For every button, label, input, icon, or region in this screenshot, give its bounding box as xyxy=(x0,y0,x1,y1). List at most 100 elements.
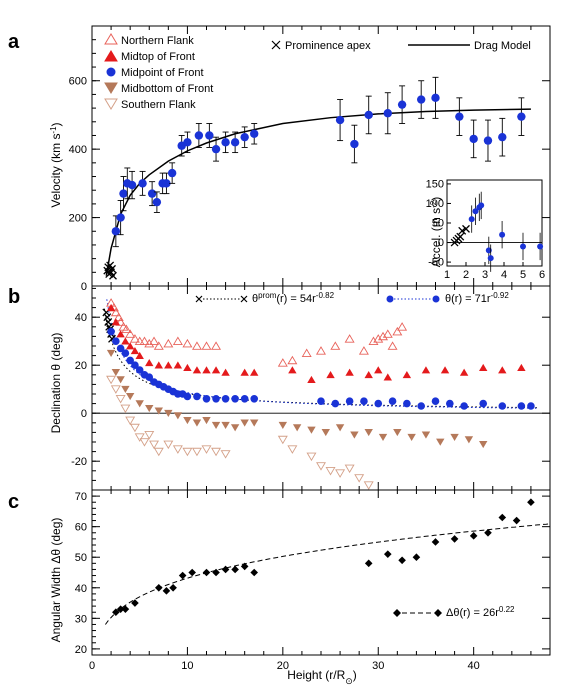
midpoint-of-front-point xyxy=(240,395,249,403)
legend-theta-prom: θprom(r) = 54r-0.82 xyxy=(195,291,335,306)
y-tick-label: 600 xyxy=(69,76,87,88)
angular-width-point xyxy=(383,550,392,558)
x-marker-icon xyxy=(195,295,203,303)
midbottom-of-front-point xyxy=(135,400,144,408)
midpoint-of-front-point xyxy=(345,397,354,406)
northern-flank-point xyxy=(397,322,408,331)
midtop-of-front-point xyxy=(288,366,297,374)
inset-point xyxy=(472,208,479,215)
midpoint-point xyxy=(240,132,249,142)
southern-flank-point xyxy=(220,450,231,459)
panel-c-label: c xyxy=(8,491,19,513)
inset-apex-point xyxy=(462,224,470,233)
circle-filled-icon xyxy=(386,295,394,303)
midbottom-of-front-point xyxy=(479,441,488,449)
midbottom-of-front-point xyxy=(421,431,431,439)
apex-point xyxy=(108,264,116,273)
midpoint-of-front-point xyxy=(431,397,440,406)
midpoint-of-front-point xyxy=(388,397,397,406)
angular-width-point xyxy=(169,583,177,592)
southern-flank-point xyxy=(149,440,160,450)
y-tick-label: 60 xyxy=(75,522,87,534)
northern-flank-point xyxy=(163,338,174,348)
midbottom-of-front-point xyxy=(125,393,135,401)
midpoint-point xyxy=(221,138,230,147)
y-tick-label: 50 xyxy=(75,552,87,564)
midpoint-of-front-point xyxy=(193,392,201,401)
width-fit-curve xyxy=(104,523,550,625)
y-tick-label: 70 xyxy=(75,491,87,503)
y-tick-label: 400 xyxy=(69,144,87,156)
legend-panel-a: Northern Flank Midtop of Front Midpoint … xyxy=(104,33,531,111)
southern-flank-point xyxy=(172,445,183,454)
northern-flank-point xyxy=(201,341,212,350)
inset-y-tick-label: 150 xyxy=(426,178,444,190)
angular-width-point xyxy=(412,553,421,562)
midpoint-point xyxy=(138,179,147,188)
inset-y-tick-label: -50 xyxy=(428,257,444,269)
northern-flank-point xyxy=(344,334,355,343)
midbottom-of-front-point xyxy=(464,436,474,444)
circle-filled-icon xyxy=(106,67,116,77)
angular-width-point xyxy=(469,532,478,540)
midpoint-of-front-point xyxy=(107,327,115,336)
panel-b-label: b xyxy=(8,286,20,308)
midbottom-of-front-point xyxy=(173,412,183,420)
panel-b: -20 0 20 40 xyxy=(71,285,551,491)
midpoint-point xyxy=(119,189,128,198)
northern-flank-point xyxy=(387,341,398,350)
midpoint-point xyxy=(498,132,507,142)
svg-text:Midbottom of Front: Midbottom of Front xyxy=(121,83,213,95)
angular-width-point xyxy=(398,556,406,565)
inset-y-tick-label: 50 xyxy=(432,218,444,230)
svg-text:Midtop of Front: Midtop of Front xyxy=(121,51,195,63)
northern-flank-point xyxy=(129,334,140,343)
x-tick-label: 20 xyxy=(277,660,289,672)
midbottom-of-front-point xyxy=(321,429,330,437)
inset-apex-point xyxy=(456,232,465,241)
midpoint-of-front-point xyxy=(212,395,220,403)
angular-width-point xyxy=(364,559,373,568)
y-tick-label: 200 xyxy=(69,213,87,225)
angular-width-point xyxy=(212,568,220,577)
midpoint-point xyxy=(397,100,407,109)
midpoint-point xyxy=(250,129,259,138)
midpoint-point xyxy=(383,109,392,118)
midbottom-of-front-point xyxy=(106,349,116,357)
midpoint-of-front-point xyxy=(231,395,239,403)
inset-point xyxy=(487,255,494,262)
southern-flank-point xyxy=(277,435,288,445)
inset-x-tick-label: 6 xyxy=(539,269,545,281)
midbottom-of-front-point xyxy=(292,424,302,432)
midbottom-of-front-point xyxy=(250,419,259,427)
legend-midbottom-front: Midbottom of Front xyxy=(104,82,213,95)
y-tick-label: 20 xyxy=(75,644,87,656)
southern-flank-point xyxy=(129,423,140,433)
inset-point xyxy=(537,243,544,250)
midpoint-point xyxy=(350,139,359,149)
midbottom-of-front-point xyxy=(202,417,211,425)
midpoint-point xyxy=(469,134,478,144)
southern-flank-point xyxy=(110,385,121,394)
midbottom-of-front-point xyxy=(183,417,192,425)
angular-width-point xyxy=(450,535,459,543)
fit-curve xyxy=(103,308,539,409)
southern-flank-point xyxy=(139,438,150,447)
svg-text:Midpoint of Front: Midpoint of Front xyxy=(121,67,204,79)
inset-point xyxy=(485,247,492,254)
midtop-of-front-point xyxy=(402,371,412,379)
southern-flank-point xyxy=(344,464,355,474)
midtop-of-front-point xyxy=(240,368,249,376)
midtop-of-front-point xyxy=(221,368,230,376)
angular-width-point xyxy=(112,608,120,617)
midpoint-of-front-point xyxy=(446,399,454,408)
legend-panel-b: θprom(r) = 54r-0.82 θ(r) = 71r-0.92 xyxy=(195,291,509,306)
angular-width-point xyxy=(178,571,187,580)
x-axis-label: Height (r/R⊙) xyxy=(287,668,357,686)
midtop-of-front-point xyxy=(192,366,202,374)
svg-text:θprom(r) = 54r-0.82: θprom(r) = 54r-0.82 xyxy=(252,291,335,306)
midbottom-of-front-point xyxy=(407,433,416,441)
y-tick-label: 20 xyxy=(75,360,87,372)
southern-flank-point xyxy=(316,462,326,471)
midpoint-point xyxy=(127,180,137,190)
